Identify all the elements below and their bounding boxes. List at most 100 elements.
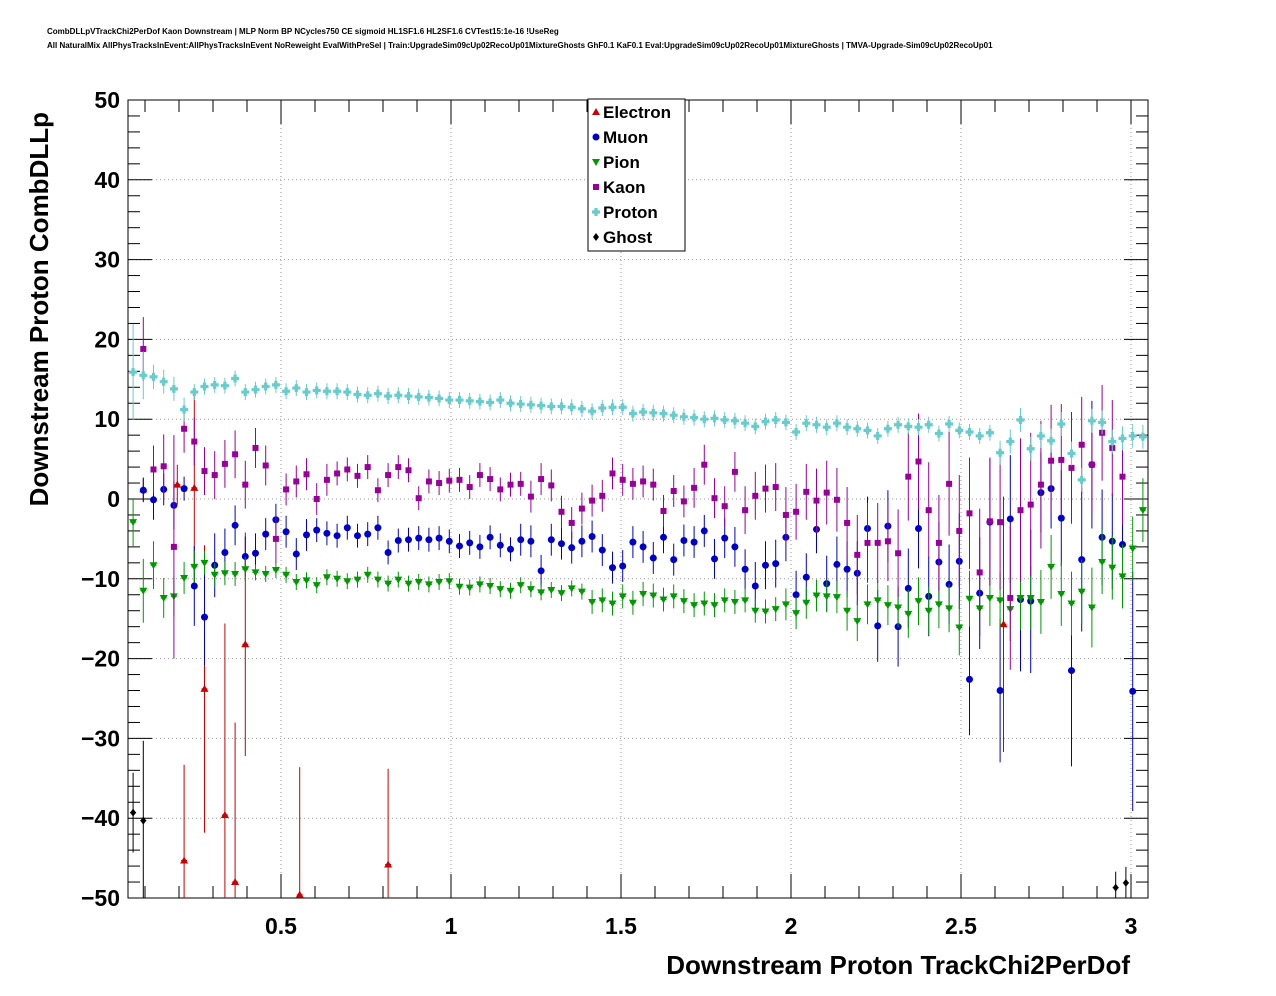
data-point-muon bbox=[670, 556, 678, 564]
data-point-kaon bbox=[1017, 507, 1024, 514]
data-point-pion bbox=[710, 602, 719, 610]
data-point-pion bbox=[679, 598, 688, 606]
data-point-muon bbox=[282, 528, 290, 536]
data-point-kaon bbox=[1027, 501, 1034, 508]
data-point-pion bbox=[261, 571, 270, 579]
data-point-kaon bbox=[782, 511, 789, 518]
data-point-pion bbox=[1138, 507, 1147, 515]
data-point-pion bbox=[751, 607, 760, 615]
data-point-electron bbox=[384, 860, 393, 868]
series-muon bbox=[139, 400, 1137, 812]
data-point-proton bbox=[1016, 415, 1025, 424]
data-point-electron bbox=[241, 640, 250, 648]
data-point-pion bbox=[414, 578, 423, 586]
data-point-muon bbox=[1129, 687, 1137, 695]
data-point-pion bbox=[934, 601, 943, 609]
data-point-proton bbox=[1006, 437, 1015, 446]
data-point-kaon bbox=[793, 508, 800, 515]
data-point-pion bbox=[883, 602, 892, 610]
data-point-kaon bbox=[1058, 456, 1065, 463]
data-point-kaon bbox=[609, 470, 616, 477]
data-point-proton bbox=[792, 427, 801, 436]
data-point-kaon bbox=[578, 505, 585, 512]
data-point-muon bbox=[609, 564, 616, 572]
data-point-pion bbox=[445, 578, 454, 586]
y-tick-label: 20 bbox=[94, 326, 120, 352]
data-point-proton bbox=[322, 387, 331, 396]
data-point-proton bbox=[863, 426, 872, 435]
data-point-proton bbox=[975, 431, 984, 440]
data-point-pion bbox=[322, 574, 331, 582]
data-point-pion bbox=[271, 567, 280, 575]
data-point-kaon bbox=[976, 569, 983, 576]
data-point-proton bbox=[404, 392, 413, 401]
data-point-pion bbox=[812, 592, 821, 600]
data-point-proton bbox=[853, 424, 862, 433]
data-point-muon bbox=[507, 545, 514, 553]
data-point-ghost bbox=[1112, 883, 1119, 892]
data-point-pion bbox=[1067, 600, 1076, 608]
data-point-proton bbox=[302, 388, 311, 397]
y-tick-label: −10 bbox=[81, 566, 120, 592]
data-point-muon bbox=[527, 537, 535, 545]
data-point-muon bbox=[690, 538, 698, 546]
data-point-proton bbox=[159, 377, 168, 386]
data-point-kaon bbox=[742, 507, 749, 514]
data-point-pion bbox=[1047, 563, 1056, 571]
data-point-proton bbox=[180, 405, 189, 414]
data-point-pion bbox=[506, 587, 515, 595]
data-point-muon bbox=[649, 554, 657, 562]
data-point-pion bbox=[873, 597, 882, 605]
data-point-pion bbox=[985, 594, 994, 602]
data-point-proton bbox=[628, 409, 637, 418]
data-point-kaon bbox=[221, 460, 228, 467]
data-point-kaon bbox=[640, 478, 647, 485]
data-point-proton bbox=[231, 374, 240, 383]
data-point-kaon bbox=[864, 539, 871, 546]
data-point-pion bbox=[282, 571, 291, 579]
data-point-pion bbox=[333, 575, 342, 583]
chart-title-line1: CombDLLpVTrackChi2PerDof Kaon Downstream… bbox=[47, 27, 559, 36]
x-tick-label: 1.5 bbox=[605, 913, 637, 939]
data-point-muon bbox=[343, 524, 351, 532]
data-point-muon bbox=[639, 543, 647, 551]
data-point-pion bbox=[832, 594, 841, 602]
data-point-pion bbox=[353, 576, 362, 584]
data-point-ghost bbox=[1122, 878, 1129, 887]
data-point-kaon bbox=[844, 519, 851, 526]
data-point-pion bbox=[649, 592, 658, 600]
data-point-kaon bbox=[650, 481, 657, 488]
data-point-muon bbox=[1068, 667, 1075, 675]
data-point-muon bbox=[711, 555, 718, 563]
data-point-muon bbox=[741, 565, 749, 573]
data-point-kaon bbox=[415, 495, 422, 502]
data-point-proton bbox=[210, 380, 219, 389]
data-point-proton bbox=[914, 423, 923, 432]
data-point-electron bbox=[200, 684, 209, 692]
data-point-proton bbox=[996, 448, 1005, 457]
data-point-proton bbox=[771, 415, 780, 424]
data-point-muon bbox=[405, 536, 412, 544]
data-point-proton bbox=[241, 388, 250, 397]
data-point-kaon bbox=[629, 480, 636, 487]
data-point-pion bbox=[741, 597, 750, 605]
data-point-pion bbox=[924, 607, 933, 615]
data-point-muon bbox=[1006, 515, 1014, 523]
data-point-kaon bbox=[691, 484, 698, 491]
data-point-muon bbox=[394, 536, 402, 544]
data-point-muon bbox=[150, 496, 157, 504]
y-tick-label: 50 bbox=[94, 87, 120, 113]
data-point-muon bbox=[415, 534, 423, 542]
data-point-muon bbox=[517, 536, 525, 544]
data-point-ghost bbox=[130, 808, 137, 817]
data-point-muon bbox=[904, 584, 912, 592]
data-point-muon bbox=[241, 552, 249, 560]
data-point-pion bbox=[802, 599, 811, 607]
data-point-pion bbox=[404, 580, 413, 588]
data-point-proton bbox=[608, 403, 617, 412]
data-point-kaon bbox=[925, 507, 932, 514]
x-tick-label: 0.5 bbox=[265, 913, 297, 939]
y-tick-label: −20 bbox=[81, 646, 120, 672]
data-point-kaon bbox=[660, 507, 667, 514]
data-point-proton bbox=[394, 391, 403, 400]
